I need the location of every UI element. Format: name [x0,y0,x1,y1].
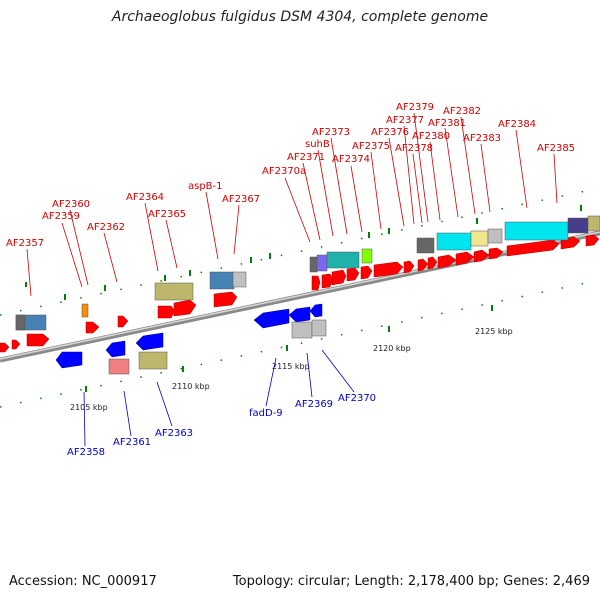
gene-label-af2384: AF2384 [498,119,536,130]
gene-arrow [213,291,238,308]
gene-arrow [0,342,10,353]
gene-label-af2375: AF2375 [352,141,390,152]
feature-box [138,351,168,370]
gene-arrow [506,239,560,257]
forward-leader-lines [26,112,558,297]
gene-arrow [321,273,334,289]
gene-label-af2370a: AF2370a [262,166,306,177]
gene-label-af2382: AF2382 [443,106,481,117]
gene-label-af2364: AF2364 [126,192,164,203]
gene-label-af2357: AF2357 [6,238,44,249]
gene-arrow [311,275,321,291]
feature-box [316,254,328,272]
gene-label-aspb-1: aspB-1 [188,181,223,192]
gene-arrow [360,265,373,280]
gene-arrow [55,351,83,369]
gene-arrow [417,258,429,272]
forward-labels: AF2357 AF2359 AF2360 AF2362 AF2364 AF236… [6,102,575,249]
gene-arrow [309,303,323,318]
gene-arrow [11,339,21,350]
gene-arrow [135,332,164,351]
reverse-features [108,319,327,375]
scale-label-2110: 2110 kbp [172,382,210,391]
feature-box [81,303,89,318]
gene-label-fadd-9: fadD-9 [249,408,283,419]
feature-box [416,237,435,254]
forward-features [15,215,600,331]
scale-label-2125: 2125 kbp [475,327,513,336]
gene-label-af2381: AF2381 [428,118,466,129]
gene-label-af2367: AF2367 [222,194,260,205]
feature-box [361,248,373,264]
feature-box [326,251,360,269]
accession-text: Accession: NC_000917 [9,574,157,589]
forward-genes [0,234,600,353]
gene-label-af2371: AF2371 [287,152,325,163]
reverse-labels: AF2358 AF2361 AF2363 fadD-9 AF2369 AF237… [67,393,376,458]
scale-label-2115: 2115 kbp [272,362,310,371]
gene-label-suhb: suhB [305,139,330,150]
gene-label-af2373: AF2373 [312,127,350,138]
reverse-ticks [85,305,493,392]
gene-label-af2370: AF2370 [338,393,376,404]
gene-label-af2363: AF2363 [155,428,193,439]
gene-label-af2377: AF2377 [386,115,424,126]
reverse-leader-lines [83,349,355,447]
feature-box [108,358,130,375]
gene-label-af2361: AF2361 [113,437,151,448]
gene-label-af2380: AF2380 [412,131,450,142]
gene-arrow [473,249,490,263]
gene-arrow [117,315,129,328]
gene-label-af2360: AF2360 [52,199,90,210]
feature-box [436,232,472,251]
gene-arrow [585,234,600,247]
scale-label-2105: 2105 kbp [70,403,108,412]
gene-arrow [346,267,360,282]
feature-box [232,271,247,288]
feature-box [504,221,569,241]
scale-labels: 2105 kbp 2110 kbp 2115 kbp 2120 kbp 2125… [70,327,513,412]
feature-box [587,215,600,232]
gene-label-af2365: AF2365 [148,209,186,220]
gene-label-af2369: AF2369 [295,399,333,410]
forward-ticks [25,205,582,300]
gene-label-af2379: AF2379 [396,102,434,113]
feature-box [15,314,26,331]
genome-title: Archaeoglobus fulgidus DSM 4304, complet… [111,9,489,25]
gene-arrow [253,308,290,329]
gene-label-af2383: AF2383 [463,133,501,144]
feature-box [154,282,194,301]
gene-arrow [427,256,438,270]
gene-label-af2358: AF2358 [67,447,105,458]
gene-arrow [85,321,100,334]
gene-arrow [488,247,504,260]
gene-label-af2385: AF2385 [537,143,575,154]
gene-label-af2376: AF2376 [371,127,409,138]
gene-arrow [403,260,415,274]
scale-label-2120: 2120 kbp [373,344,411,353]
gene-arrow [26,333,50,347]
feature-box [209,271,235,290]
feature-box [567,217,589,234]
gene-arrow [373,261,404,278]
reverse-genes [55,303,323,369]
gene-arrow [455,251,475,266]
gene-label-af2359: AF2359 [42,211,80,222]
gene-arrow [331,269,347,286]
feature-box [291,321,313,339]
gene-arrow [105,340,126,358]
gene-arrow [173,299,197,317]
gene-label-af2362: AF2362 [87,222,125,233]
feature-box [487,228,503,244]
feature-box [470,230,489,247]
gene-label-af2378: AF2378 [395,143,433,154]
genome-summary-text: Topology: circular; Length: 2,178,400 bp… [232,574,590,589]
feature-box [311,319,327,337]
gene-arrow [157,305,176,319]
gene-arrow [288,306,311,323]
gene-label-af2374: AF2374 [332,154,370,165]
gene-arrow [437,254,457,269]
feature-box [309,256,318,273]
